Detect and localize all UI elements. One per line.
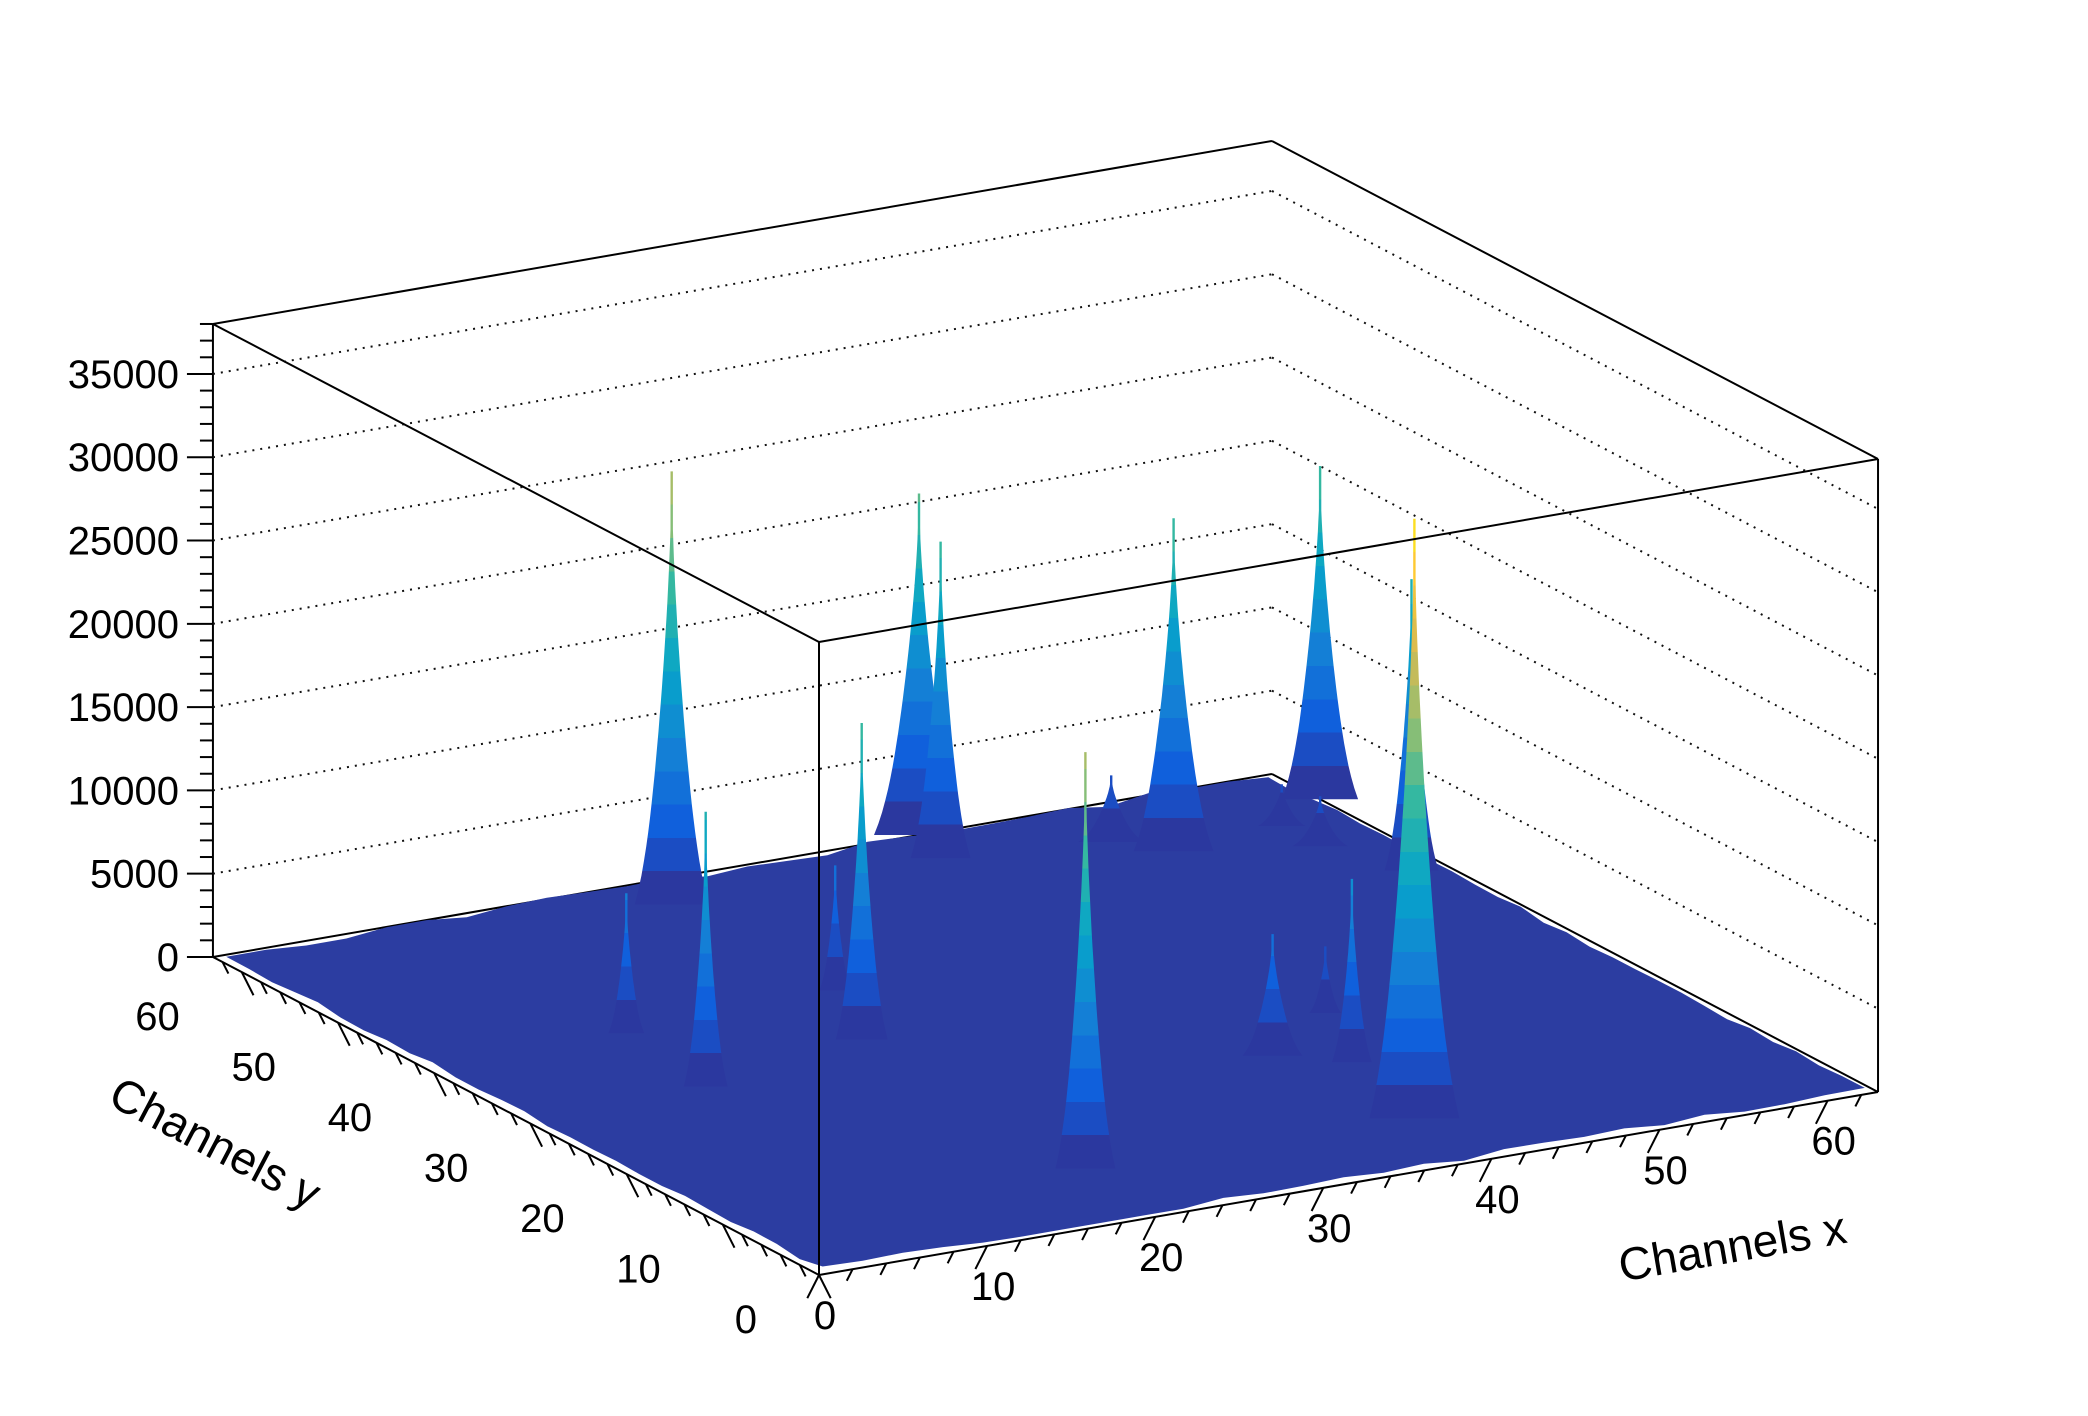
- y-tick-label: 10: [616, 1248, 661, 1292]
- peak-spike-17: [1055, 752, 1116, 1169]
- back-frame-and-grids: [211, 139, 1880, 1093]
- peak-spike-4: [1292, 796, 1349, 847]
- peak-spike-11: [608, 893, 645, 1034]
- z-tick-label: 0: [157, 936, 179, 980]
- peak-spike-9: [819, 865, 852, 991]
- peak-spike-3: [1078, 775, 1145, 842]
- front-frame-edges: [212, 323, 1879, 1275]
- y-tick-label: 50: [232, 1046, 277, 1090]
- x-tick-label: 40: [1475, 1178, 1520, 1222]
- x-tick-label: 60: [1811, 1120, 1856, 1164]
- z-tick-label: 20000: [68, 603, 179, 647]
- x-tick-label: 20: [1139, 1236, 1184, 1280]
- z-tick-label: 35000: [68, 353, 179, 397]
- z-axis: 0 5000 10000 15000 20000 25000 30000 35000: [68, 322, 213, 980]
- peak-spike-12: [835, 723, 888, 1040]
- y-tick-label: 60: [135, 995, 180, 1039]
- x-tick-label: 10: [971, 1265, 1016, 1309]
- peak-spike-13: [1242, 934, 1303, 1056]
- peak-spike-0: [1282, 466, 1359, 800]
- z-tick-label: 30000: [68, 436, 179, 480]
- peak-spike-8: [634, 471, 709, 905]
- z-tick-label: 10000: [68, 769, 179, 813]
- peak-spike-15: [683, 811, 728, 1087]
- x-tick-label: 50: [1643, 1149, 1688, 1193]
- peak-spike-10: [1309, 946, 1342, 1013]
- z-tick-label: 15000: [68, 686, 179, 730]
- floor-surface: [226, 777, 1865, 1267]
- z-tick-label: 5000: [90, 853, 179, 897]
- x-axis-title: Channels x: [1614, 1201, 1850, 1291]
- x-tick-label: 30: [1307, 1207, 1352, 1251]
- y-tick-label: 40: [328, 1096, 373, 1140]
- peak-spike-5: [1133, 518, 1214, 852]
- y-tick-label: 0: [735, 1298, 757, 1342]
- y-tick-label: 20: [520, 1197, 565, 1241]
- peaks-group: [608, 466, 1460, 1169]
- x-tick-label: 0: [814, 1294, 836, 1338]
- z-grid-lines: [212, 189, 1879, 1010]
- peak-spike-16: [1369, 518, 1460, 1119]
- z-tick-label: 25000: [68, 520, 179, 564]
- y-tick-label: 30: [424, 1147, 469, 1191]
- peak-spike-1: [1257, 784, 1306, 826]
- y-axis-title: Channels y: [101, 1066, 329, 1219]
- peak-spike-14: [1331, 878, 1372, 1063]
- peak-spike-6: [910, 541, 971, 859]
